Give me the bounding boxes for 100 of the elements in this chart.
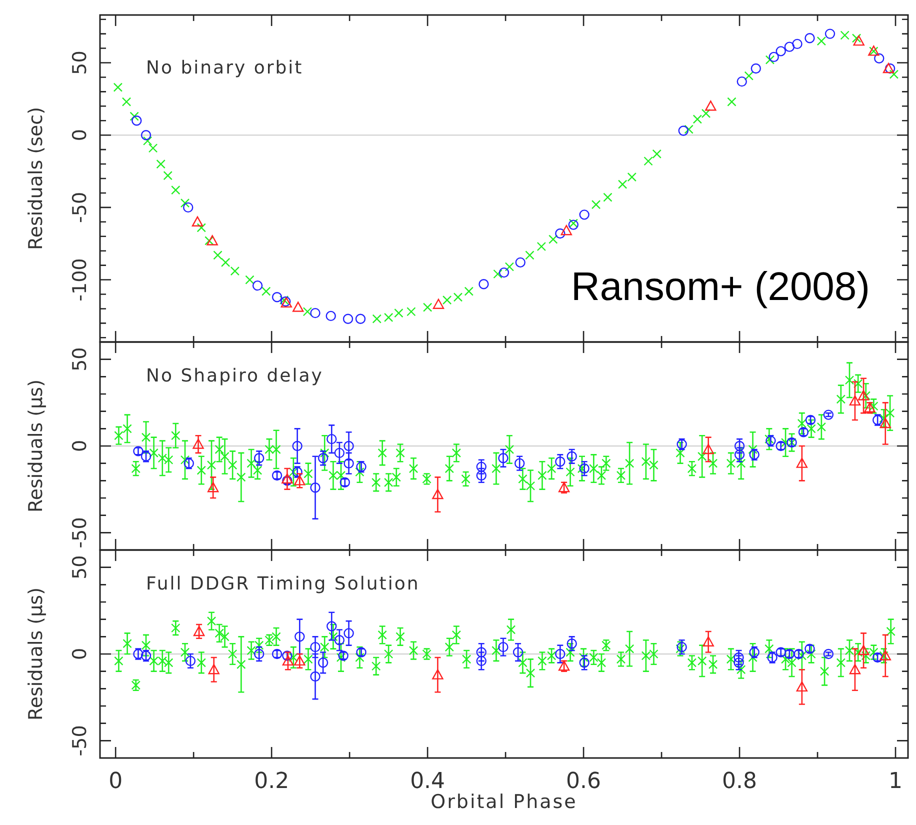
point <box>498 453 508 464</box>
point <box>204 236 214 246</box>
point <box>318 453 328 464</box>
x-tick-label: 1 <box>888 769 903 794</box>
point <box>196 223 206 232</box>
point <box>148 144 158 153</box>
point <box>344 440 354 452</box>
point <box>676 642 687 652</box>
point <box>849 395 861 406</box>
point <box>326 621 337 632</box>
point <box>705 100 716 111</box>
y-axis-title: Residuals (sec) <box>25 106 47 250</box>
point <box>736 76 747 87</box>
point <box>702 636 714 646</box>
annotation: Ransom+ (2008) <box>570 265 870 309</box>
point <box>776 46 786 56</box>
point <box>823 410 834 420</box>
point <box>213 250 222 260</box>
point <box>282 655 294 666</box>
point <box>432 298 444 309</box>
point <box>525 250 534 260</box>
point <box>292 302 304 312</box>
y-tick-label: -100 <box>69 258 91 302</box>
point <box>823 648 834 660</box>
point <box>326 434 337 444</box>
point <box>254 648 264 660</box>
point <box>880 418 891 428</box>
point <box>579 463 590 474</box>
point <box>514 458 525 468</box>
point <box>750 63 762 74</box>
point <box>476 656 486 666</box>
text: No binary orbit <box>146 57 304 78</box>
point <box>453 292 463 302</box>
point <box>566 451 577 462</box>
point <box>796 681 808 692</box>
point <box>220 258 230 268</box>
point <box>355 314 366 324</box>
point <box>113 82 123 92</box>
y-tick-label: 50 <box>69 347 91 372</box>
point <box>548 234 558 244</box>
point <box>684 124 694 134</box>
point <box>230 266 240 276</box>
point <box>734 658 744 668</box>
point <box>702 444 714 454</box>
point <box>254 453 264 464</box>
point <box>849 664 861 674</box>
point <box>792 38 802 50</box>
point <box>784 42 795 52</box>
point <box>560 224 572 236</box>
point <box>853 35 864 46</box>
point <box>536 242 546 252</box>
point <box>476 470 486 481</box>
point <box>406 307 416 316</box>
point <box>652 149 662 159</box>
point <box>555 648 566 660</box>
point <box>603 192 612 202</box>
point <box>245 275 254 284</box>
point <box>579 210 590 220</box>
y-tick-label: -50 <box>69 192 91 223</box>
point <box>591 200 601 210</box>
point <box>130 112 139 121</box>
y-tick-label: 0 <box>69 648 91 660</box>
point <box>122 97 132 106</box>
point <box>342 314 354 324</box>
point <box>852 34 862 43</box>
point <box>183 202 194 213</box>
point <box>193 626 205 636</box>
point <box>272 292 282 302</box>
point <box>334 448 345 458</box>
point <box>192 216 204 227</box>
y-tick-label: 0 <box>69 440 91 452</box>
x-tick-label: 0 <box>108 769 123 794</box>
point <box>644 156 653 166</box>
point <box>796 458 808 468</box>
point <box>874 53 884 64</box>
point <box>734 450 745 460</box>
point <box>432 669 444 680</box>
point <box>678 126 688 136</box>
point <box>701 108 711 118</box>
point <box>206 235 218 246</box>
point <box>555 228 566 239</box>
point <box>344 628 354 638</box>
point <box>512 647 524 658</box>
point <box>727 97 736 106</box>
x-tick-label: 0.4 <box>410 769 446 794</box>
point <box>163 171 172 180</box>
x-tick-label: 0.8 <box>722 769 758 794</box>
point <box>478 279 489 290</box>
point <box>816 36 826 46</box>
point <box>294 475 306 486</box>
y-tick-label: 50 <box>69 50 91 75</box>
point <box>432 488 444 500</box>
point <box>252 280 263 291</box>
point <box>618 180 628 189</box>
point <box>262 286 271 296</box>
point <box>734 440 745 452</box>
point <box>334 635 345 646</box>
point <box>579 658 590 668</box>
point <box>476 647 486 658</box>
point <box>185 656 196 666</box>
